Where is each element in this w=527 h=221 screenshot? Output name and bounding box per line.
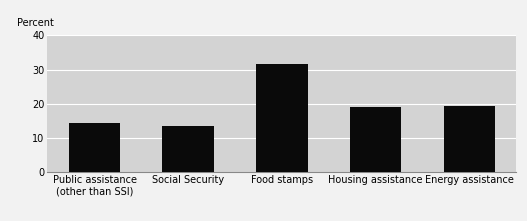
Bar <box>256 65 308 172</box>
Bar <box>444 106 495 172</box>
Bar <box>69 123 120 172</box>
Bar <box>162 126 214 172</box>
Bar <box>350 107 402 172</box>
Text: Percent: Percent <box>17 17 54 28</box>
